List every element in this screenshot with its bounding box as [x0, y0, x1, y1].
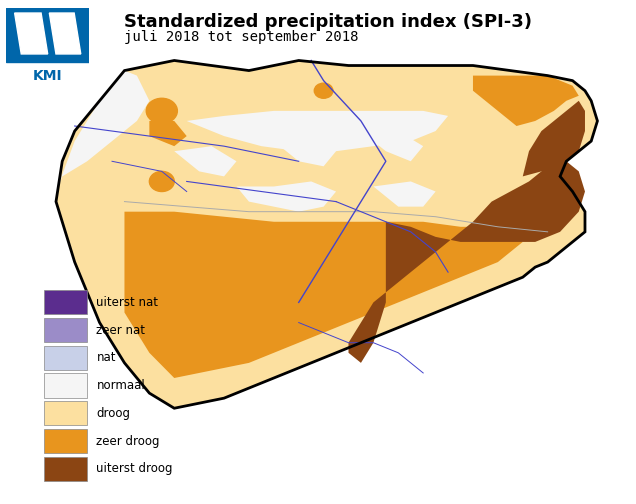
PathPatch shape	[373, 181, 436, 207]
PathPatch shape	[473, 76, 579, 126]
Circle shape	[314, 83, 333, 98]
PathPatch shape	[149, 121, 187, 146]
PathPatch shape	[125, 212, 523, 378]
Polygon shape	[15, 13, 48, 54]
PathPatch shape	[274, 136, 336, 166]
Bar	[6, 8, 89, 62]
Bar	[43, 429, 87, 453]
PathPatch shape	[523, 101, 585, 176]
PathPatch shape	[174, 146, 237, 176]
Bar	[43, 318, 87, 342]
PathPatch shape	[349, 161, 585, 363]
Text: zeer droog: zeer droog	[97, 434, 160, 448]
PathPatch shape	[361, 131, 423, 161]
Text: juli 2018 tot september 2018: juli 2018 tot september 2018	[125, 30, 359, 44]
Circle shape	[146, 98, 177, 123]
Text: zeer nat: zeer nat	[97, 324, 146, 337]
Text: uiterst droog: uiterst droog	[97, 462, 173, 475]
Bar	[43, 373, 87, 398]
Text: Standardized precipitation index (SPI-3): Standardized precipitation index (SPI-3)	[125, 13, 532, 31]
Text: droog: droog	[97, 407, 130, 420]
PathPatch shape	[56, 71, 149, 192]
Text: KMI: KMI	[33, 69, 62, 83]
Bar	[43, 346, 87, 370]
Text: normaal: normaal	[97, 379, 145, 392]
PathPatch shape	[237, 181, 336, 212]
PathPatch shape	[56, 60, 597, 408]
Circle shape	[149, 171, 174, 192]
Bar	[43, 401, 87, 425]
Text: nat: nat	[97, 351, 116, 364]
Bar	[43, 457, 87, 481]
Bar	[43, 290, 87, 314]
Polygon shape	[50, 13, 81, 54]
Text: uiterst nat: uiterst nat	[97, 296, 158, 309]
PathPatch shape	[187, 111, 448, 151]
